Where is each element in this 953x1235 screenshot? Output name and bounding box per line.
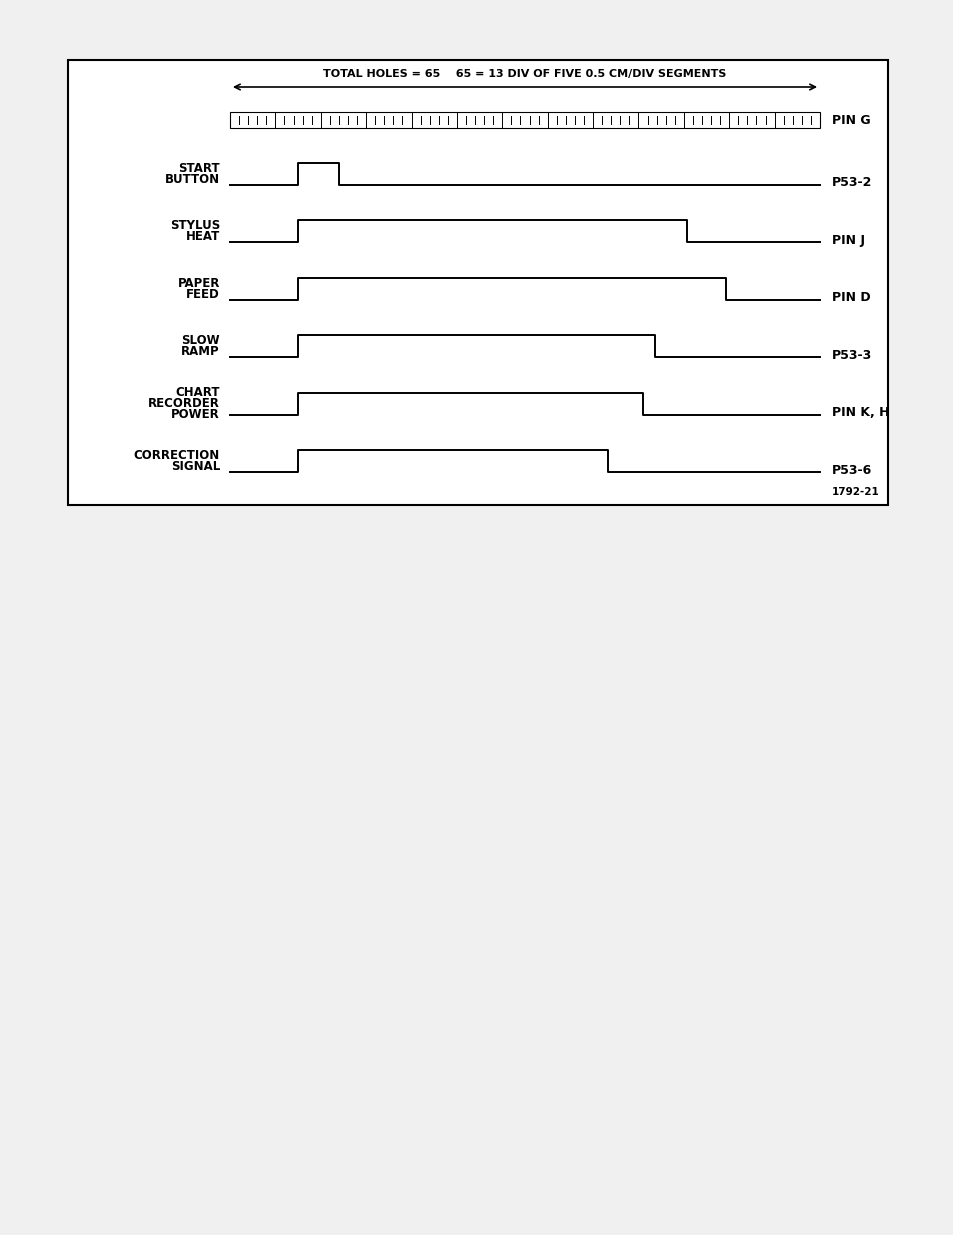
- Text: PIN D: PIN D: [831, 291, 870, 304]
- Bar: [68, 61, 887, 505]
- Text: BUTTON: BUTTON: [165, 173, 220, 185]
- Text: P53-3: P53-3: [831, 348, 871, 362]
- Text: SIGNAL: SIGNAL: [171, 461, 220, 473]
- Text: P53-6: P53-6: [831, 464, 871, 477]
- Text: PIN G: PIN G: [831, 114, 870, 126]
- Text: STYLUS: STYLUS: [170, 220, 220, 232]
- Text: RAMP: RAMP: [181, 346, 220, 358]
- Text: FEED: FEED: [186, 288, 220, 301]
- Text: CHART: CHART: [175, 387, 220, 399]
- Text: CORRECTION: CORRECTION: [133, 450, 220, 462]
- Text: HEAT: HEAT: [186, 230, 220, 243]
- Text: POWER: POWER: [172, 409, 220, 421]
- Text: 1792-21: 1792-21: [831, 487, 879, 496]
- Text: PIN K, H: PIN K, H: [831, 406, 888, 419]
- Text: TOTAL HOLES = 65    65 = 13 DIV OF FIVE 0.5 CM/DIV SEGMENTS: TOTAL HOLES = 65 65 = 13 DIV OF FIVE 0.5…: [323, 69, 726, 79]
- Bar: [230, 112, 820, 128]
- Text: RECORDER: RECORDER: [148, 398, 220, 410]
- Text: PAPER: PAPER: [177, 277, 220, 290]
- Text: SLOW: SLOW: [181, 335, 220, 347]
- Text: PIN J: PIN J: [831, 233, 864, 247]
- Text: START: START: [178, 162, 220, 174]
- Text: P53-2: P53-2: [831, 177, 871, 189]
